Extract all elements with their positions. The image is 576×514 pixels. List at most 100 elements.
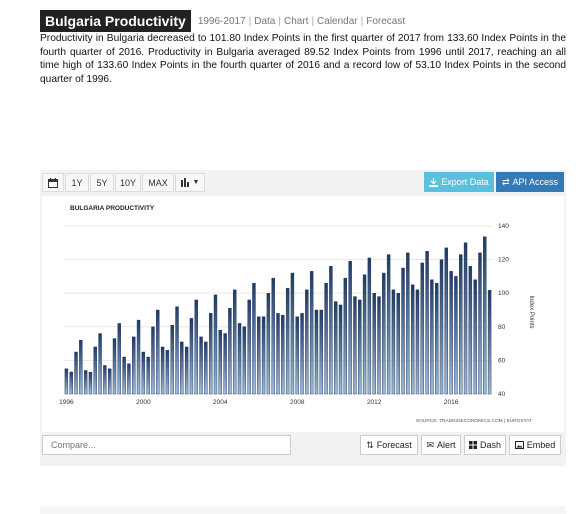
chart-bar[interactable] [122,356,126,395]
chart-bar[interactable] [83,370,88,395]
chart-bar[interactable] [69,371,73,395]
calendar-button[interactable] [42,173,64,192]
chart-bar[interactable] [309,271,314,395]
chart-bar[interactable] [218,329,222,395]
chart-bar[interactable] [285,287,290,395]
embed-button[interactable]: Embed [509,435,561,455]
chart-bar[interactable] [79,340,83,395]
export-data-button[interactable]: Export Data [424,172,494,192]
chart-bar[interactable] [478,252,482,395]
chart-bar[interactable] [98,333,102,395]
chart-bar[interactable] [242,326,247,395]
chart-bar[interactable] [435,282,439,395]
chart-bar[interactable] [175,306,179,395]
chart-bar[interactable] [367,257,372,395]
chart-bar[interactable] [107,368,112,395]
chart-bar[interactable] [463,242,468,395]
chart-bar[interactable] [252,282,256,395]
range-5y-button[interactable]: 5Y [90,173,114,192]
chart-bar[interactable] [343,277,348,395]
chart-bar[interactable] [204,341,208,395]
chart-bar[interactable] [295,316,299,395]
chart-bar[interactable] [141,351,146,395]
chart-bar[interactable] [396,292,400,395]
chart-bar[interactable] [386,254,391,395]
chart-bar[interactable] [223,333,227,395]
chart-bar[interactable] [64,368,69,395]
chart-bar[interactable] [271,277,275,395]
chart-bar[interactable] [425,251,429,395]
chart-bar[interactable] [213,294,218,395]
chart-bar[interactable] [112,338,117,395]
link-calendar[interactable]: Calendar [317,15,358,27]
forecast-button[interactable]: ⇅ Forecast [360,435,418,455]
chart-bar[interactable] [430,279,434,395]
chart-bar[interactable] [93,346,97,395]
chart-bar[interactable] [420,262,424,395]
range-1y-button[interactable]: 1Y [65,173,89,192]
chart-bar[interactable] [406,252,410,395]
chart-bar[interactable] [170,324,174,395]
chart-bar[interactable] [132,336,136,395]
chart-bar[interactable] [362,274,367,395]
dash-button[interactable]: Dash [464,435,506,455]
chart-bar[interactable] [199,336,203,395]
link-data[interactable]: Data [254,15,276,27]
chart-bar[interactable] [136,319,141,395]
chart-bar[interactable] [444,247,449,395]
chart-bar[interactable] [233,289,237,395]
chart-bar[interactable] [276,313,280,395]
chart-bar[interactable] [459,254,463,395]
chart-bar[interactable] [180,341,184,395]
chart-type-button[interactable]: ▼ [175,173,205,192]
alert-button[interactable]: ✉ Alert [421,435,461,455]
chart-bar[interactable] [266,292,271,395]
chart-bar[interactable] [261,316,266,395]
chart-bar[interactable] [257,316,261,395]
chart-bar[interactable] [468,266,473,395]
range-max-button[interactable]: MAX [142,173,174,192]
chart-bar[interactable] [103,365,107,395]
chart-bar[interactable] [372,292,376,395]
chart-bar[interactable] [334,301,338,395]
chart-bar[interactable] [483,236,487,395]
chart-bar[interactable] [281,314,285,395]
chart-bar[interactable] [348,261,352,395]
chart-bar[interactable] [151,326,155,395]
chart-bar[interactable] [382,272,386,395]
chart-bar[interactable] [74,351,78,395]
chart-bar[interactable] [338,304,343,395]
chart-bar[interactable] [247,299,251,395]
chart-bar[interactable] [314,309,319,395]
link-forecast[interactable]: Forecast [366,15,406,27]
chart-bar[interactable] [324,282,328,395]
chart-bar[interactable] [449,271,453,395]
chart-bar[interactable] [88,371,93,395]
chart-bar[interactable] [127,363,131,395]
api-access-button[interactable]: ⇄ API Access [496,172,564,192]
chart-bar[interactable] [410,284,415,395]
chart-bar[interactable] [454,276,458,395]
chart-bar[interactable] [305,289,309,395]
chart-bar[interactable] [358,299,362,395]
chart-bar[interactable] [228,308,232,395]
chart-bar[interactable] [329,266,333,395]
chart-bar[interactable] [165,350,170,395]
chart-bar[interactable] [415,289,420,395]
chart-bar[interactable] [194,299,198,395]
chart-bar[interactable] [160,346,165,395]
range-10y-button[interactable]: 10Y [115,173,141,192]
chart-bar[interactable] [487,289,492,395]
chart-bar[interactable] [208,313,213,395]
chart-bar[interactable] [117,323,121,395]
chart-bar[interactable] [189,318,194,395]
chart-bar[interactable] [237,323,242,395]
chart-bar[interactable] [290,272,295,395]
chart-bar[interactable] [184,346,189,395]
link-chart[interactable]: Chart [283,15,309,27]
chart-bar[interactable] [391,289,396,395]
link-range[interactable]: 1996-2017 [197,15,246,27]
compare-input[interactable] [42,435,291,455]
chart-bar[interactable] [401,267,405,395]
chart-bar[interactable] [319,309,323,395]
